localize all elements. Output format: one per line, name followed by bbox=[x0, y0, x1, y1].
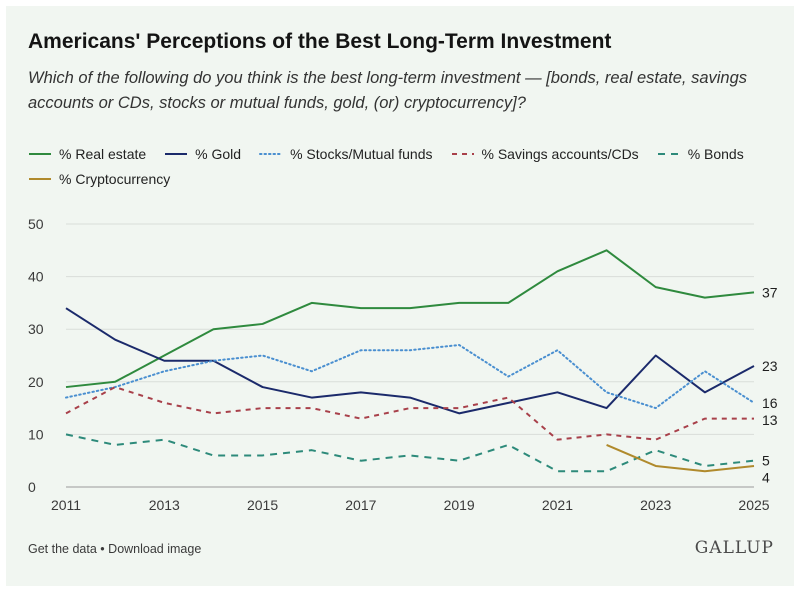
chart-legend: % Real estate % Gold % Stocks/Mutual funds… bbox=[28, 144, 778, 188]
x-tick-label: 2015 bbox=[247, 497, 278, 513]
series-line-0 bbox=[65, 249, 755, 389]
series-line-3 bbox=[65, 386, 754, 441]
series-line-5 bbox=[606, 444, 755, 473]
line-chart: 0 10 20 30 40 50 2011 2013 2015 2017 2019 2021 2023 2… bbox=[28, 216, 778, 513]
gallup-logo: GALLUP bbox=[694, 538, 774, 558]
y-tick-label: 0 bbox=[28, 479, 36, 495]
legend-label: % Real estate bbox=[59, 145, 147, 162]
x-tick-label: 2017 bbox=[345, 497, 376, 513]
end-label-1: 23 bbox=[762, 358, 778, 374]
legend-item: % Savings accounts/CDs bbox=[451, 144, 639, 163]
legend-label: % Bonds bbox=[687, 145, 744, 162]
footer-separator: • bbox=[100, 542, 105, 556]
legend-item: % Stocks/Mutual funds bbox=[259, 144, 433, 163]
download-image-link[interactable]: Download image bbox=[108, 542, 202, 556]
x-tick-label: 2011 bbox=[51, 497, 81, 513]
footer-links: Get the data • Download image bbox=[28, 542, 201, 556]
legend-swatch bbox=[165, 152, 188, 155]
x-tick-label: 2019 bbox=[444, 497, 475, 513]
x-tick-label: 2025 bbox=[738, 497, 769, 513]
end-label-2: 16 bbox=[762, 395, 778, 411]
y-tick-label: 50 bbox=[28, 216, 44, 232]
end-label-4: 5 bbox=[762, 453, 770, 469]
legend-swatch bbox=[657, 152, 680, 155]
chart-subtitle: Which of the following do you think is t… bbox=[28, 69, 748, 112]
series-line-1 bbox=[65, 307, 755, 415]
legend-label: % Cryptocurrency bbox=[59, 170, 171, 187]
series-line-2 bbox=[65, 343, 755, 410]
get-data-link[interactable]: Get the data bbox=[28, 542, 97, 556]
legend-item: % Bonds bbox=[657, 144, 744, 163]
series-line-4 bbox=[65, 433, 755, 473]
legend-label: % Gold bbox=[195, 145, 242, 162]
chart-card: Americans' Perceptions of the Best Long-… bbox=[6, 6, 794, 586]
y-tick-label: 40 bbox=[28, 269, 44, 285]
x-tick-label: 2013 bbox=[149, 497, 180, 513]
legend-label: % Stocks/Mutual funds bbox=[290, 145, 433, 162]
y-tick-label: 10 bbox=[28, 426, 44, 442]
legend-label: % Savings accounts/CDs bbox=[481, 145, 639, 162]
legend-swatch bbox=[451, 152, 474, 155]
legend-item: % Real estate bbox=[28, 144, 146, 163]
end-label-3: 13 bbox=[762, 412, 778, 428]
y-tick-label: 20 bbox=[28, 374, 44, 390]
x-tick-label: 2023 bbox=[640, 497, 671, 513]
legend-item: % Cryptocurrency bbox=[28, 169, 170, 188]
x-tick-label: 2021 bbox=[542, 497, 573, 513]
end-label-5: 4 bbox=[762, 470, 770, 486]
chart-title: Americans' Perceptions of the Best Long-… bbox=[28, 30, 612, 53]
y-tick-label: 30 bbox=[28, 321, 44, 337]
legend-item: % Gold bbox=[164, 144, 241, 163]
legend-swatch bbox=[29, 152, 51, 155]
end-label-0: 37 bbox=[762, 284, 778, 300]
legend-swatch bbox=[259, 152, 284, 155]
legend-swatch bbox=[29, 177, 51, 180]
